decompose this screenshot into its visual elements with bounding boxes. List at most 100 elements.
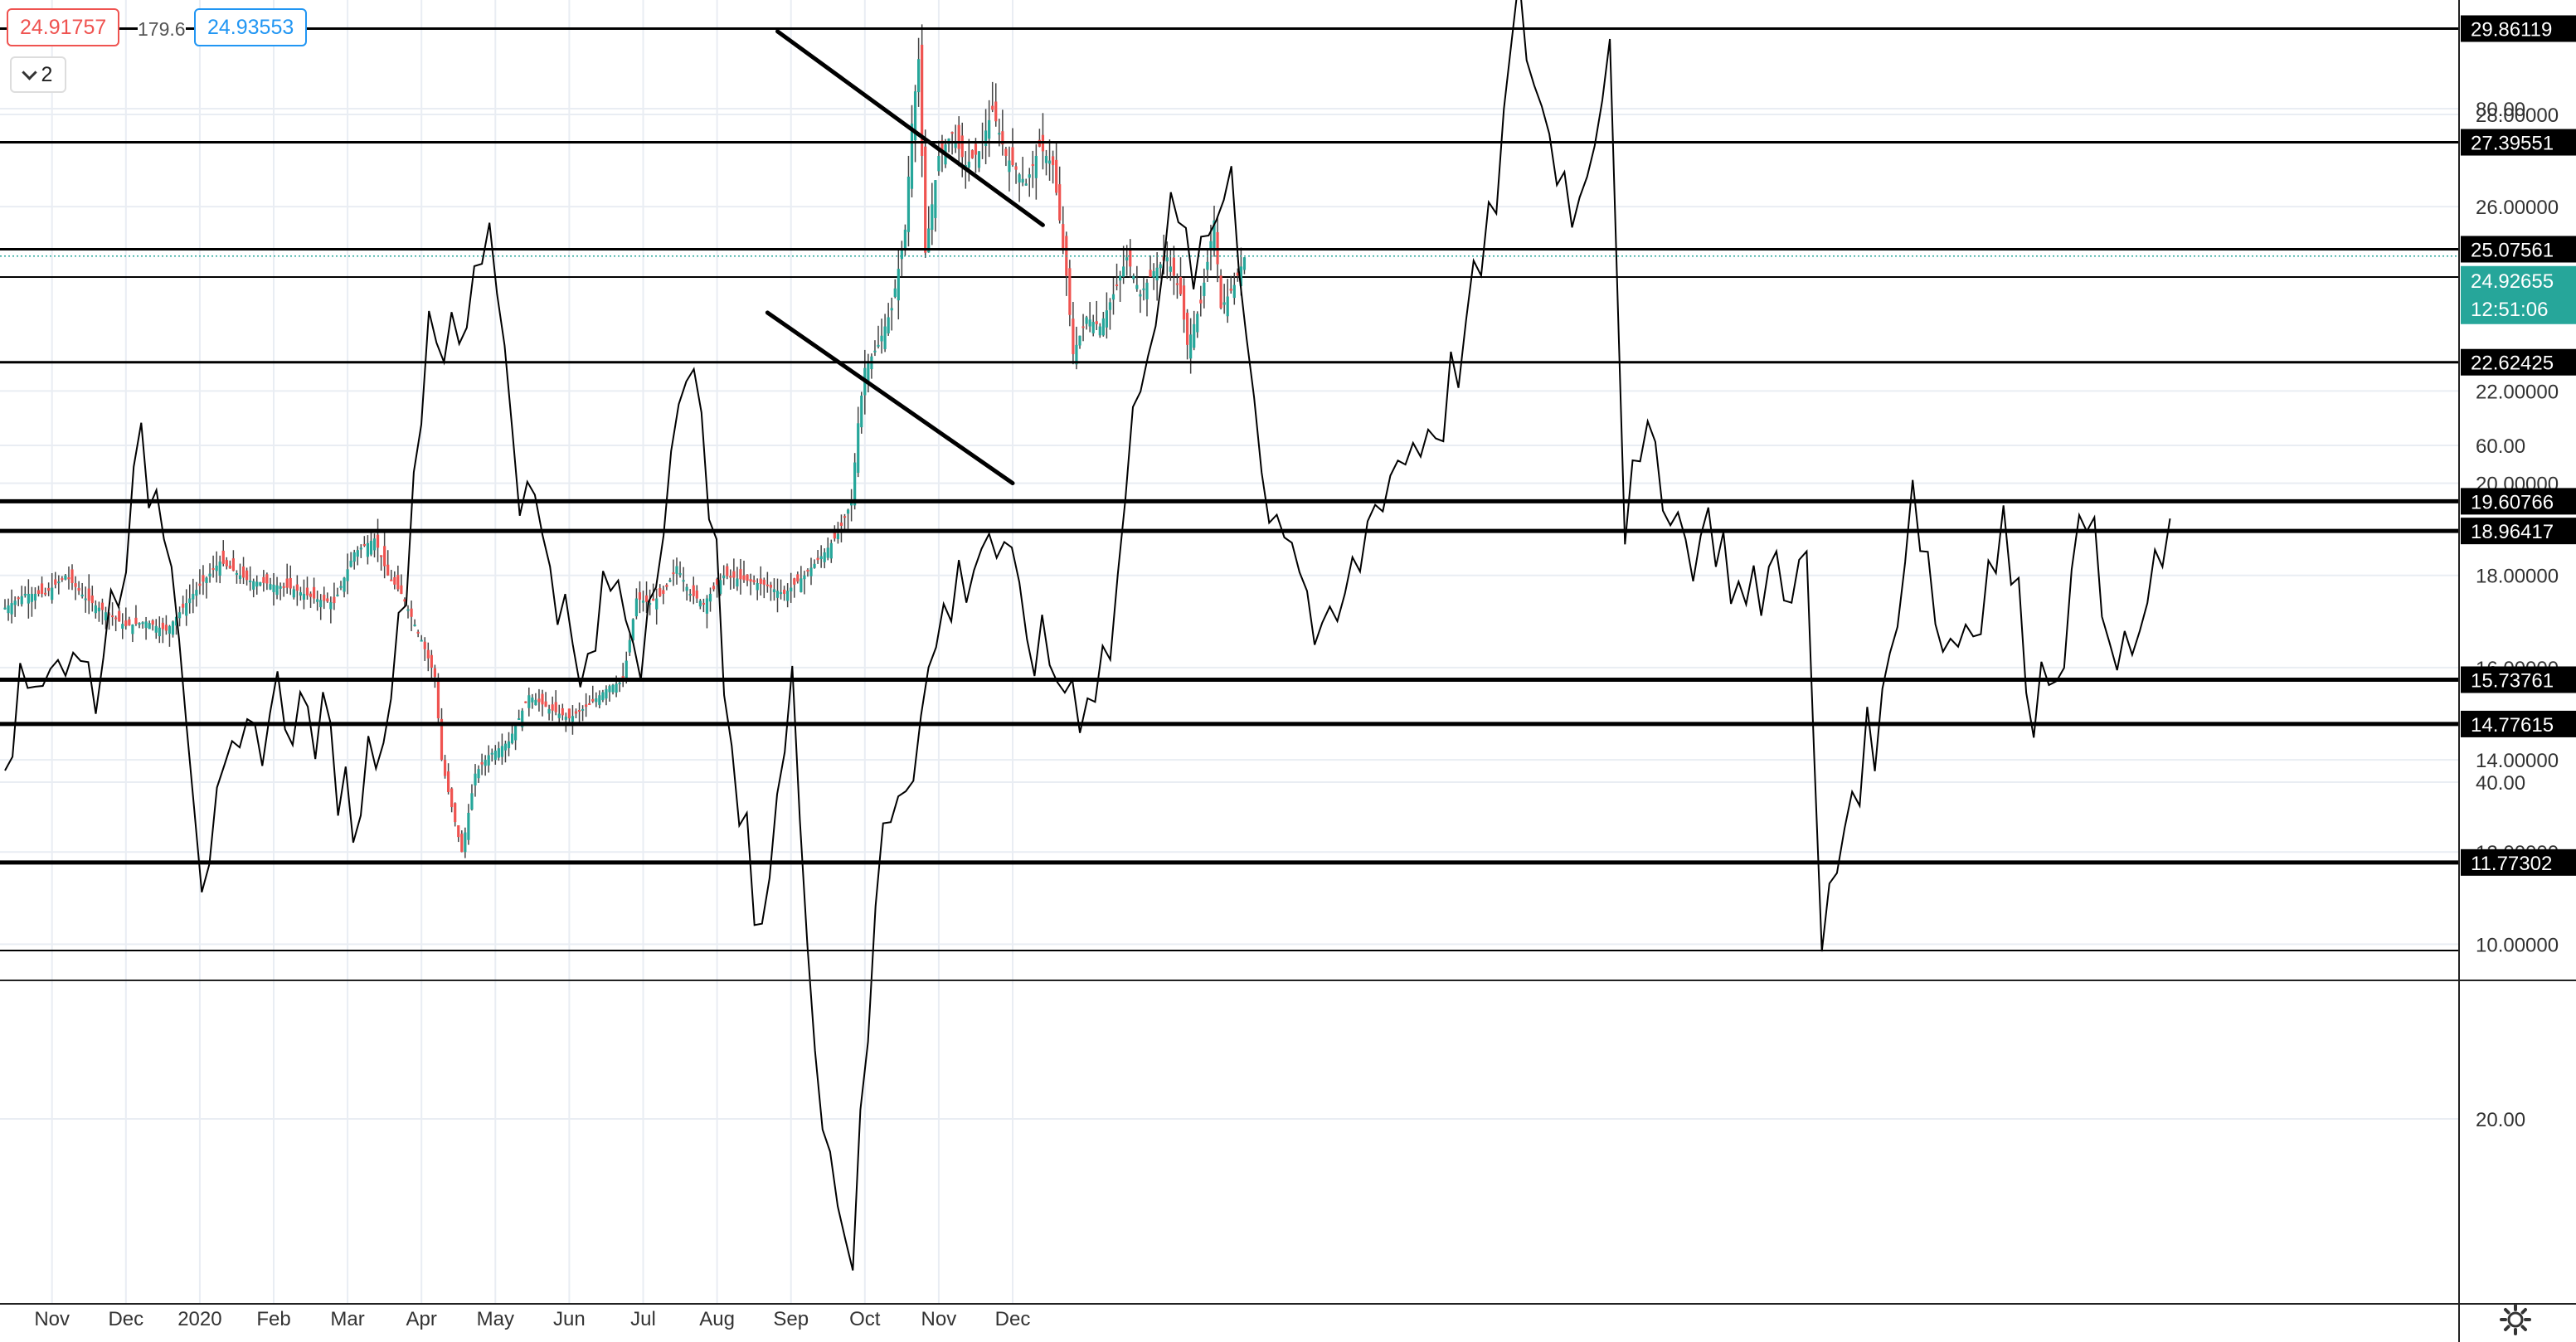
candle-body — [61, 578, 64, 581]
candle-body — [168, 625, 172, 634]
candle-body — [231, 558, 235, 571]
candle-body — [786, 591, 790, 601]
candle-body — [1081, 326, 1085, 328]
candle-body — [897, 269, 900, 301]
candle-body — [544, 701, 547, 707]
candle-body — [924, 146, 927, 253]
candle-body — [47, 587, 51, 591]
candle-body — [218, 562, 221, 576]
candle-body — [1008, 160, 1011, 173]
oscillator-tick-label: 60.00 — [2476, 435, 2525, 458]
candle-body — [585, 704, 588, 707]
candle-body — [806, 569, 809, 572]
candle-body — [279, 586, 282, 589]
candle-body — [440, 718, 444, 761]
candle-body — [292, 589, 295, 598]
trendline — [775, 29, 1045, 227]
candle-body — [7, 605, 10, 614]
candle-body — [255, 581, 259, 587]
candle-body — [503, 743, 508, 751]
candle-body — [386, 564, 390, 576]
candle-body — [742, 575, 746, 581]
candle-body — [736, 578, 739, 587]
candle-body — [1105, 310, 1108, 328]
candle-body — [1219, 275, 1222, 309]
candle-body — [775, 591, 780, 598]
candle-body — [1111, 294, 1115, 300]
candle-body — [708, 593, 712, 602]
candle-body — [793, 578, 796, 585]
candle-body — [316, 599, 319, 602]
candle-body — [611, 684, 615, 693]
spread-value: 179.6 — [138, 15, 186, 43]
time-tick-label: Nov — [34, 1308, 70, 1330]
level-price-label: 27.39551 — [2471, 133, 2554, 155]
price-tick-label: 10.00000 — [2476, 934, 2559, 956]
candle-body — [883, 326, 887, 349]
candle-body — [843, 516, 847, 518]
candle-body — [77, 587, 80, 591]
candle-body — [188, 598, 192, 604]
candle-body — [880, 335, 883, 342]
candle-body — [547, 708, 551, 714]
candle-body — [1139, 294, 1142, 297]
time-tick-label: Feb — [256, 1308, 290, 1330]
oscillator-tick-label: 20.00 — [2476, 1109, 2525, 1131]
level-price-label: 29.86119 — [2471, 19, 2552, 41]
candle-body — [1034, 155, 1038, 178]
candle-body — [800, 578, 803, 592]
candle-body — [836, 533, 839, 539]
candle-body — [289, 577, 292, 589]
candle-body — [970, 150, 974, 158]
candle-body — [54, 579, 57, 585]
candle-body — [1001, 131, 1004, 145]
candle-body — [984, 130, 988, 146]
candle-body — [1062, 224, 1065, 249]
candle-body — [1135, 284, 1139, 289]
candle-body — [1028, 174, 1031, 178]
candle-body — [100, 602, 104, 610]
candle-body — [33, 593, 37, 601]
candle-body — [285, 578, 289, 588]
candle-body — [695, 590, 698, 599]
candle-body — [23, 593, 27, 596]
candle-body — [1175, 283, 1179, 285]
candle-body — [1068, 268, 1072, 315]
bid-price-box[interactable]: 24.91757 — [7, 8, 120, 46]
candle-body — [97, 607, 100, 612]
candle-body — [931, 204, 934, 231]
candle-body — [343, 577, 346, 592]
collapse-indicators-button[interactable]: 2 — [10, 56, 66, 93]
candle-body — [202, 575, 205, 582]
candle-body — [507, 741, 511, 749]
level-price-label: 19.60766 — [2471, 491, 2554, 513]
candle-body — [416, 631, 420, 634]
ask-price-box[interactable]: 24.93553 — [194, 8, 308, 46]
price-tick-label: 28.00000 — [2476, 105, 2559, 127]
candle-body — [719, 580, 722, 595]
candle-body — [1149, 270, 1152, 277]
candle-body — [769, 584, 772, 588]
oscillator-pane — [4, 0, 2171, 1271]
candle-body — [30, 593, 33, 602]
candle-body — [151, 620, 154, 625]
candle-body — [1222, 302, 1226, 305]
candle-body — [211, 567, 215, 570]
candle-body — [1172, 257, 1175, 276]
time-tick-label: Aug — [699, 1308, 735, 1330]
gear-icon[interactable] — [2496, 1301, 2535, 1339]
candle-body — [215, 565, 218, 571]
candle-body — [272, 584, 275, 592]
candle-body — [406, 609, 410, 611]
candle-body — [1129, 249, 1132, 267]
level-price-tag — [2461, 348, 2576, 376]
candle-body — [726, 566, 729, 576]
candle-body — [433, 668, 436, 678]
candle-body — [554, 702, 557, 712]
candle-body — [1196, 314, 1199, 333]
indicator-count: 2 — [41, 62, 53, 86]
candle-body — [369, 541, 373, 555]
price-tick-label: 26.00000 — [2476, 197, 2559, 219]
candle-body — [752, 580, 756, 583]
